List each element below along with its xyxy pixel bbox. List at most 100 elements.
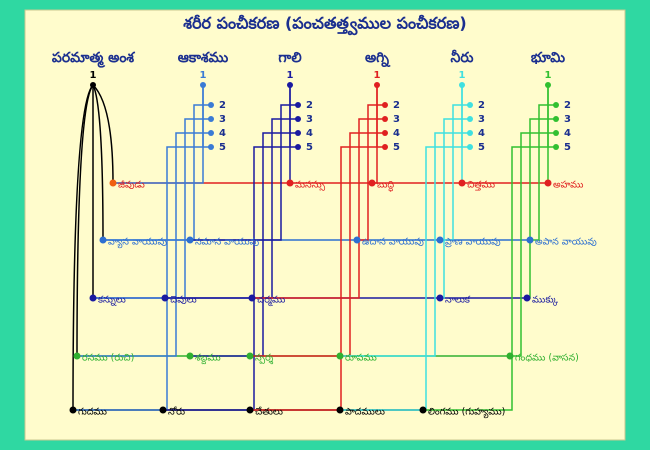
number-label: 1 — [90, 70, 97, 81]
node — [186, 236, 194, 244]
node-label: బుద్ధి — [377, 180, 394, 193]
node-label: చెవులు — [170, 295, 197, 306]
number-dot — [295, 102, 301, 108]
node-label: వ్యాన వాయువు — [108, 237, 167, 249]
node-label: చేతులు — [255, 407, 283, 418]
node-label: నాలుక — [445, 295, 471, 306]
number-dot — [208, 102, 214, 108]
number-dot — [287, 82, 293, 88]
number-label: 1 — [200, 70, 207, 81]
number-label: 5 — [393, 142, 400, 153]
column-header: గాలి — [278, 50, 302, 66]
column-header: అగ్ని — [365, 50, 391, 67]
node-label: శబ్దము — [195, 353, 221, 365]
node — [246, 406, 254, 414]
wire — [73, 146, 211, 411]
node-label: నోరు — [168, 406, 185, 418]
node — [336, 352, 344, 360]
column-header: భూమి — [531, 50, 565, 66]
labels: పరమాత్మ అంశ 1 ఆకాశము 1 2 3 4 5 గాలి 1 2 3 4 5 అగ్ని 1 2 3… — [52, 50, 597, 419]
number-dot — [382, 102, 388, 108]
node — [353, 236, 361, 244]
number-label: 5 — [306, 142, 313, 153]
node-label: అపాన వాయువు — [535, 237, 597, 248]
wire — [165, 118, 298, 299]
number-dot — [553, 130, 559, 136]
node — [286, 179, 294, 187]
number-label: 1 — [459, 70, 466, 81]
node — [458, 179, 466, 187]
wire — [190, 132, 298, 357]
node — [89, 294, 97, 302]
node — [159, 406, 167, 414]
wire — [92, 84, 104, 241]
column-header: ఆకాశము — [178, 50, 229, 66]
node-label: అహము — [553, 180, 583, 191]
number-dot — [382, 116, 388, 122]
number-dot — [459, 82, 465, 88]
wire — [250, 146, 385, 411]
node-label: గుదము — [78, 407, 107, 418]
number-dot — [467, 102, 473, 108]
node-label: ముక్కు — [532, 295, 558, 307]
wire — [530, 104, 556, 241]
title: శరీర పంచీకరణ (పంచతత్త్వముల పంచీకరణ) — [183, 14, 466, 36]
wire — [163, 146, 298, 411]
number-label: 4 — [393, 128, 400, 139]
number-dot — [208, 116, 214, 122]
number-label: 1 — [374, 70, 381, 81]
node-label: జీవుడు — [118, 180, 145, 191]
wire — [92, 84, 114, 184]
number-dot — [382, 144, 388, 150]
number-dot — [295, 116, 301, 122]
node — [436, 236, 444, 244]
number-label: 5 — [219, 142, 226, 153]
node-label: రసము (రుచి) — [82, 353, 134, 364]
number-label: 5 — [478, 142, 485, 153]
number-dot — [208, 130, 214, 136]
number-label: 4 — [219, 128, 226, 139]
number-label: 3 — [478, 114, 485, 125]
node — [109, 179, 117, 187]
number-dot — [295, 130, 301, 136]
node — [99, 236, 107, 244]
wire — [72, 84, 94, 411]
node-label: పాదములు — [345, 407, 385, 418]
node — [368, 179, 376, 187]
number-dot — [208, 144, 214, 150]
node-label: మనస్సు — [295, 180, 325, 192]
wire — [103, 104, 211, 241]
number-label: 4 — [306, 128, 313, 139]
column-header: నీరు — [451, 50, 474, 66]
wire — [510, 132, 556, 357]
node — [246, 352, 254, 360]
node-label: గంధము (వాసన) — [515, 353, 579, 364]
node — [69, 406, 77, 414]
wire — [250, 132, 385, 357]
number-dot — [467, 130, 473, 136]
number-label: 2 — [306, 100, 313, 111]
node — [436, 294, 444, 302]
number-dot — [553, 144, 559, 150]
number-label: 3 — [564, 114, 571, 125]
node-label: కన్నులు — [98, 295, 126, 307]
node — [73, 352, 81, 360]
node-label: ప్రాణ వాయువు — [445, 237, 501, 248]
wire — [93, 118, 211, 299]
number-label: 4 — [564, 128, 571, 139]
wire — [190, 104, 298, 241]
number-label: 2 — [478, 100, 485, 111]
panel — [24, 9, 626, 441]
number-dot — [545, 82, 551, 88]
wire — [252, 118, 385, 299]
node — [161, 294, 169, 302]
node-label: రూపము — [345, 353, 377, 364]
number-dot — [374, 82, 380, 88]
wire — [340, 132, 470, 357]
node-label: లింగము (గుహ్యము) — [428, 407, 505, 419]
number-label: 2 — [219, 100, 226, 111]
number-dot — [553, 116, 559, 122]
node — [526, 236, 534, 244]
